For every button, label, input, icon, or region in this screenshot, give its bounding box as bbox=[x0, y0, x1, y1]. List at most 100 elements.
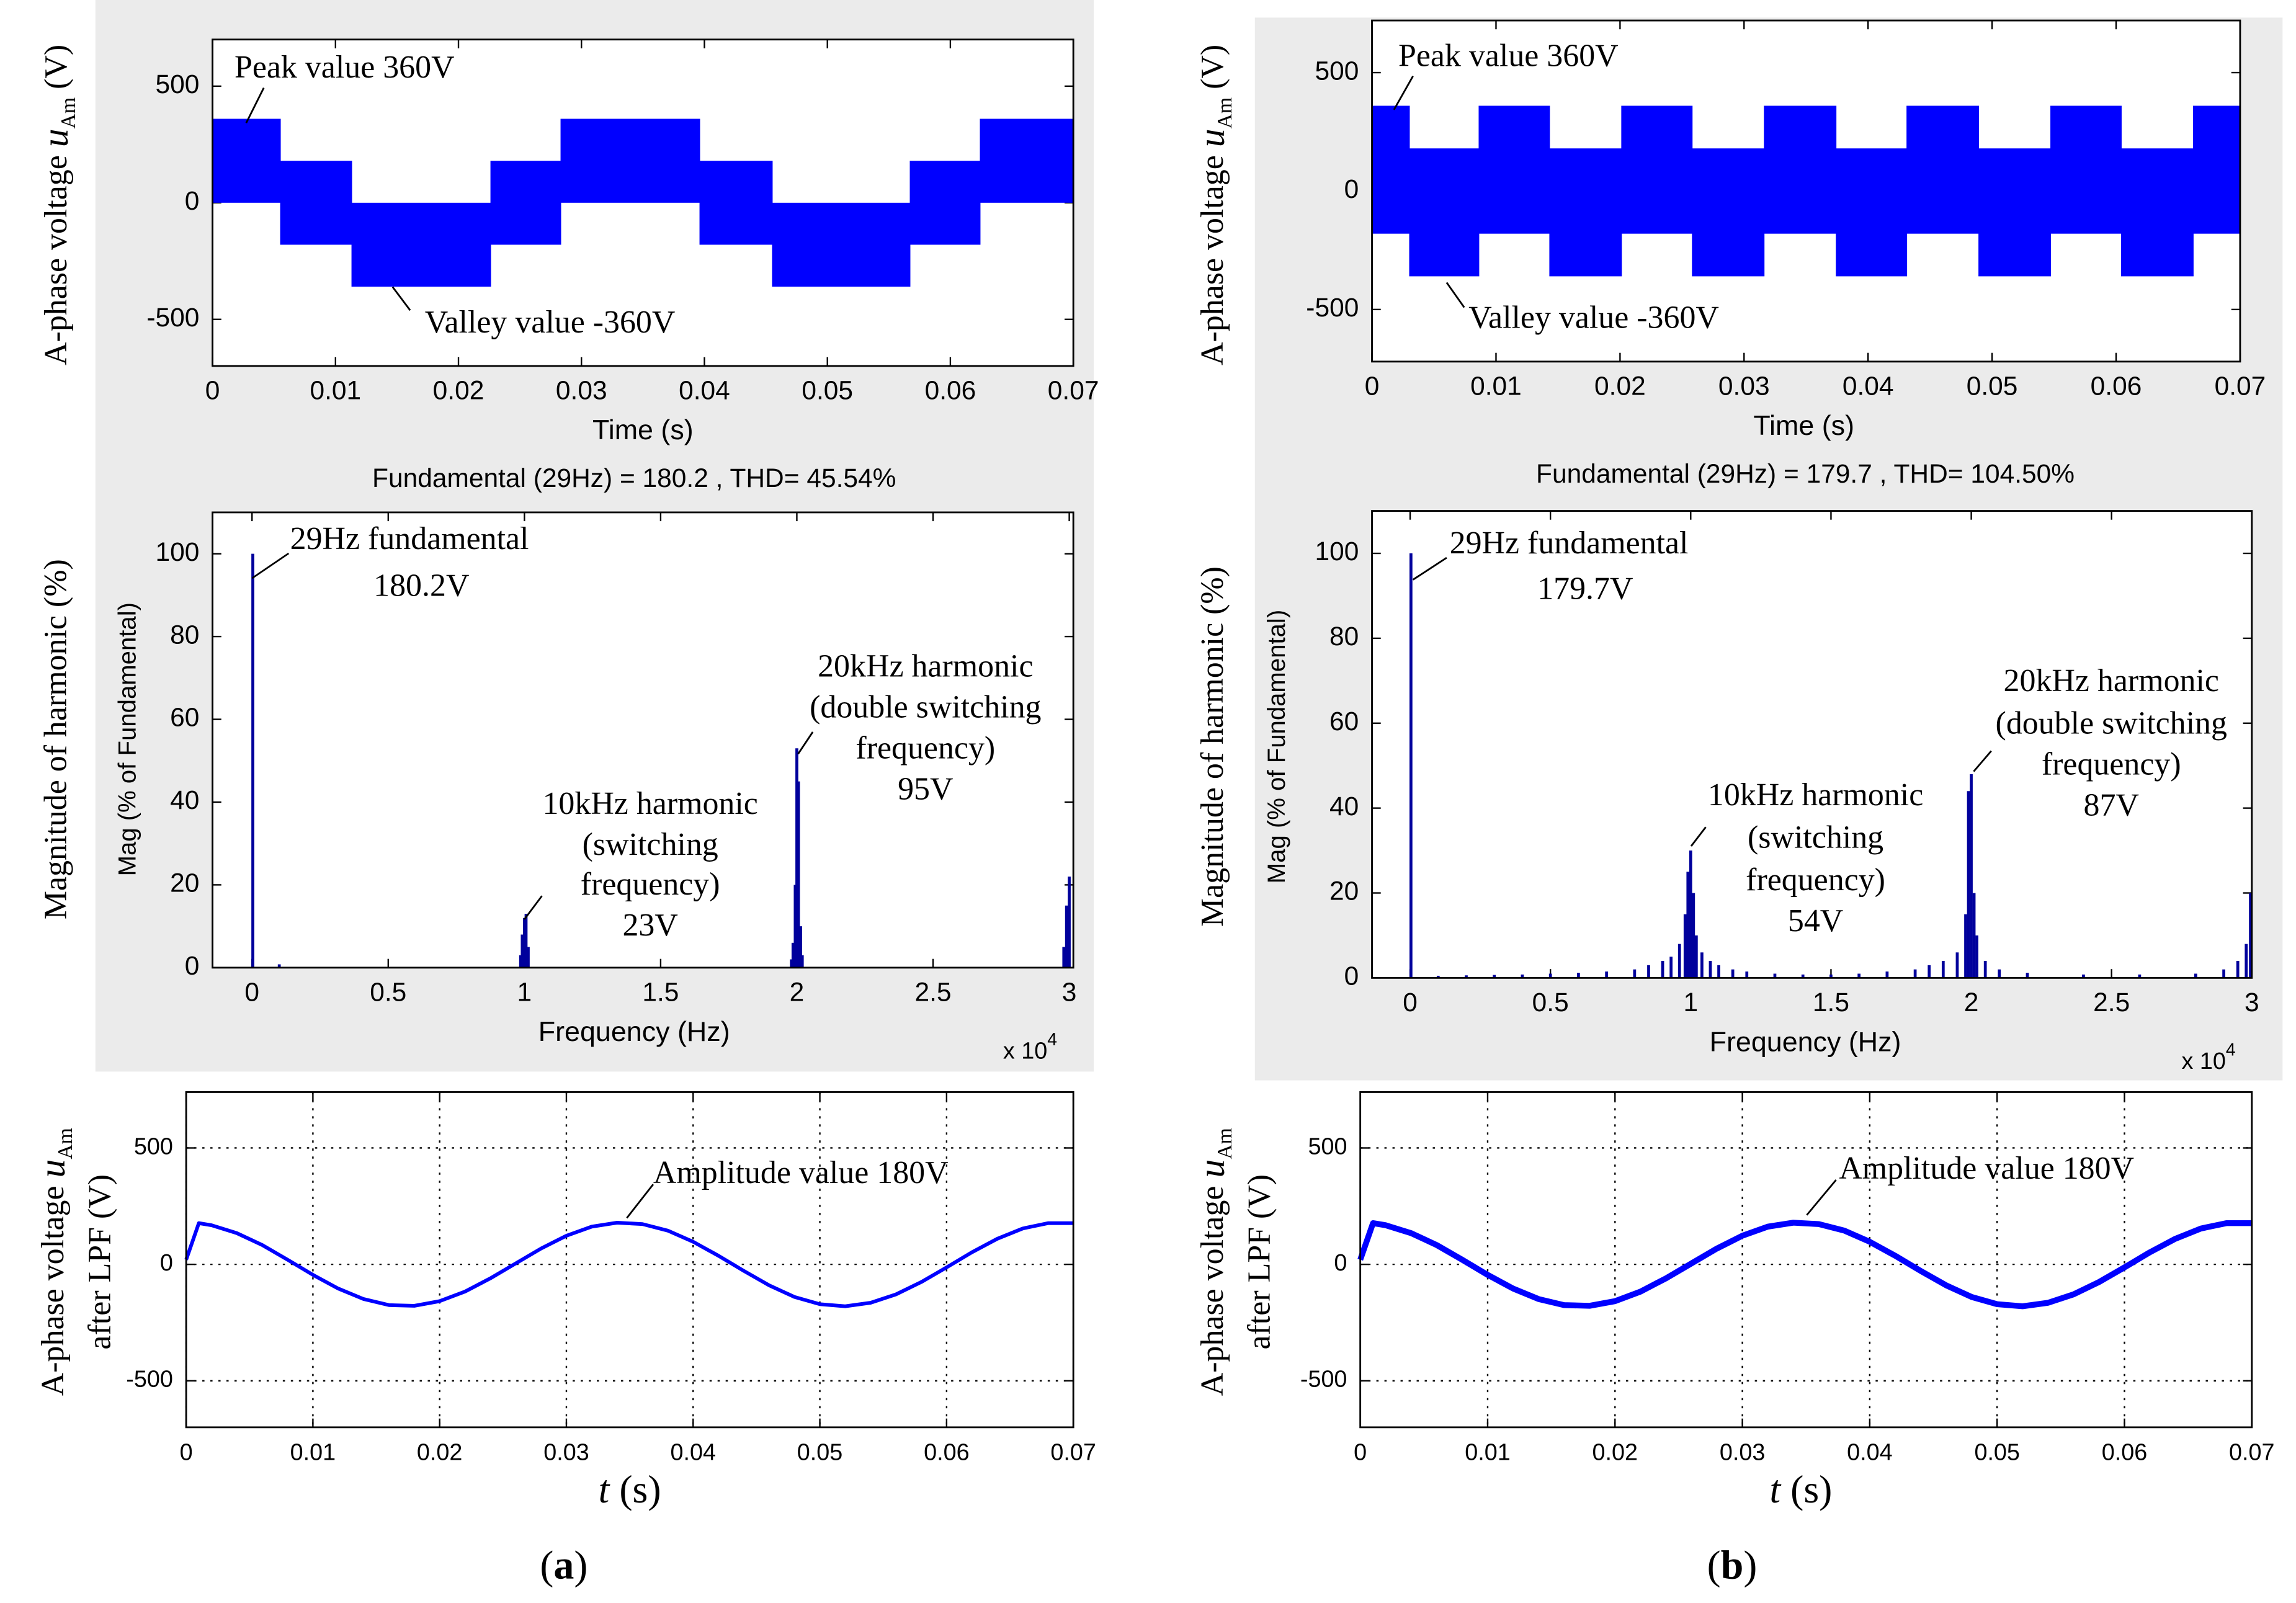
y-axis-label-subscript: Am bbox=[1213, 1128, 1236, 1159]
x-tick-label: 0.05 bbox=[797, 1439, 842, 1465]
y-axis-label-text: (V) bbox=[1195, 45, 1230, 97]
y-tick-label: 60 bbox=[170, 703, 199, 732]
x-tick-label: 0.01 bbox=[1465, 1439, 1510, 1465]
waveform-band bbox=[909, 161, 981, 245]
y-axis-label-text: A-phase voltage bbox=[35, 1178, 71, 1396]
x-axis-multiplier: x 104 bbox=[2182, 1040, 2236, 1074]
waveform-band bbox=[699, 161, 773, 245]
waveform-line bbox=[1357, 1220, 2252, 1310]
x-tick-label: 0.07 bbox=[2229, 1439, 2274, 1465]
annotation: 87V bbox=[2084, 788, 2139, 823]
annotation: 179.7V bbox=[1537, 571, 1633, 606]
y-axis-label: Mag (% of Fundamental) bbox=[1263, 610, 1290, 883]
waveform-band bbox=[560, 118, 700, 203]
annotation: Amplitude value 180V bbox=[1839, 1151, 2134, 1186]
waveform-band bbox=[1621, 105, 1693, 234]
x-tick-label: 0 bbox=[244, 978, 259, 1007]
waveform-band bbox=[212, 118, 281, 203]
y-tick-label: 500 bbox=[1315, 56, 1359, 85]
x-axis-multiplier: x 104 bbox=[1003, 1029, 1057, 1063]
y-tick-label: 0 bbox=[1344, 962, 1359, 991]
x-axis-multiplier-exponent: 4 bbox=[1047, 1029, 1057, 1049]
waveform-band bbox=[2050, 105, 2122, 234]
plot-frame bbox=[185, 1091, 1074, 1429]
plot-frame bbox=[212, 38, 1074, 367]
annotation: 20kHz harmonic bbox=[818, 648, 1033, 684]
plot-frame bbox=[1371, 510, 2253, 979]
y-axis-outer-label: Magnitude of harmonic (%) bbox=[38, 559, 74, 919]
x-tick-label: 0.06 bbox=[2102, 1439, 2147, 1465]
x-tick-label: 0 bbox=[1403, 988, 1418, 1017]
x-axis-label: t (s) bbox=[1770, 1467, 1833, 1511]
x-tick-label: 1 bbox=[1683, 988, 1698, 1017]
y-tick-label: 500 bbox=[155, 69, 199, 99]
y-axis-label-line2: after LPF (V) bbox=[82, 1174, 117, 1350]
y-tick-label: 0 bbox=[1334, 1249, 1347, 1275]
x-tick-label: 0.04 bbox=[679, 376, 730, 405]
x-axis-label-text: (s) bbox=[609, 1467, 661, 1511]
y-axis-label-symbol: u bbox=[34, 128, 75, 147]
y-axis-label: Mag (% of Fundamental) bbox=[114, 602, 141, 876]
x-axis-label: Frequency (Hz) bbox=[1710, 1025, 1901, 1057]
waveform-band bbox=[1372, 105, 1410, 234]
x-tick-label: 0 bbox=[205, 376, 220, 405]
x-tick-label: 0.5 bbox=[1532, 988, 1569, 1017]
x-tick-label: 0.07 bbox=[2215, 372, 2266, 401]
y-axis-label: A-phase voltage uAm (V) bbox=[34, 45, 80, 365]
waveform-band bbox=[1836, 148, 1908, 277]
y-tick-label: 0 bbox=[185, 951, 200, 980]
y-tick-label: -500 bbox=[146, 303, 199, 332]
y-tick-label: 20 bbox=[170, 868, 199, 898]
annotation-leader bbox=[1806, 1179, 1837, 1216]
x-axis-multiplier-exponent: 4 bbox=[2226, 1040, 2236, 1060]
x-tick-label: 0.05 bbox=[802, 376, 853, 405]
x-tick-label: 0 bbox=[1365, 372, 1380, 401]
annotation: Valley value -360V bbox=[1468, 300, 1719, 336]
x-tick-label: 0.07 bbox=[1050, 1439, 1096, 1465]
waveform-band bbox=[1409, 148, 1480, 277]
annotation-leader bbox=[251, 552, 290, 579]
x-tick-label: 0.01 bbox=[1470, 372, 1522, 401]
annotation: (switching bbox=[583, 827, 718, 862]
y-axis-label-symbol: u bbox=[1191, 1159, 1232, 1178]
x-tick-label: 0.04 bbox=[1843, 372, 1894, 401]
waveform-line bbox=[184, 1221, 1074, 1308]
y-tick-label: 100 bbox=[1315, 537, 1359, 566]
y-tick-label: 0 bbox=[185, 186, 200, 215]
x-tick-label: 0.02 bbox=[1594, 372, 1646, 401]
annotation: (double switching bbox=[810, 689, 1041, 725]
caption-letter: a bbox=[553, 1543, 574, 1588]
x-tick-label: 0.5 bbox=[370, 978, 406, 1007]
annotation: Peak value 360V bbox=[1398, 38, 1619, 73]
annotation: 180.2V bbox=[373, 568, 469, 604]
annotation-leader bbox=[1412, 556, 1447, 581]
waveform-band bbox=[772, 202, 911, 287]
annotation: 20kHz harmonic bbox=[2004, 663, 2219, 699]
y-axis-label-subscript: Am bbox=[1213, 97, 1236, 129]
x-tick-label: 0.06 bbox=[925, 376, 976, 405]
y-axis-label: A-phase voltage uAm bbox=[32, 1128, 78, 1396]
x-tick-label: 0.05 bbox=[1967, 372, 2018, 401]
x-tick-label: 1.5 bbox=[642, 978, 679, 1007]
y-tick-label: 80 bbox=[1329, 622, 1359, 651]
plot-area bbox=[1372, 511, 2252, 978]
y-axis-outer-label: Magnitude of harmonic (%) bbox=[1195, 566, 1230, 927]
annotation: frequency) bbox=[1746, 862, 1885, 898]
y-tick-label: 40 bbox=[170, 785, 199, 815]
annotation: 10kHz harmonic bbox=[542, 786, 757, 821]
x-axis-label-symbol: t bbox=[599, 1467, 610, 1511]
waveform-band bbox=[1906, 105, 1980, 234]
y-tick-label: 60 bbox=[1329, 707, 1359, 736]
y-axis-label-text: A-phase voltage bbox=[38, 147, 74, 365]
annotation: 23V bbox=[622, 908, 677, 943]
x-tick-label: 1.5 bbox=[1813, 988, 1849, 1017]
y-axis-label: A-phase voltage uAm (V) bbox=[1191, 45, 1237, 365]
x-tick-label: 0.02 bbox=[1592, 1439, 1638, 1465]
y-axis-label-subscript: Am bbox=[57, 97, 80, 129]
x-tick-label: 2.5 bbox=[2093, 988, 2130, 1017]
annotation-leader bbox=[245, 87, 265, 123]
annotation-leader bbox=[797, 731, 814, 755]
annotation: frequency) bbox=[581, 867, 720, 902]
x-tick-label: 2.5 bbox=[914, 978, 951, 1007]
x-tick-label: 0.01 bbox=[290, 1439, 336, 1465]
